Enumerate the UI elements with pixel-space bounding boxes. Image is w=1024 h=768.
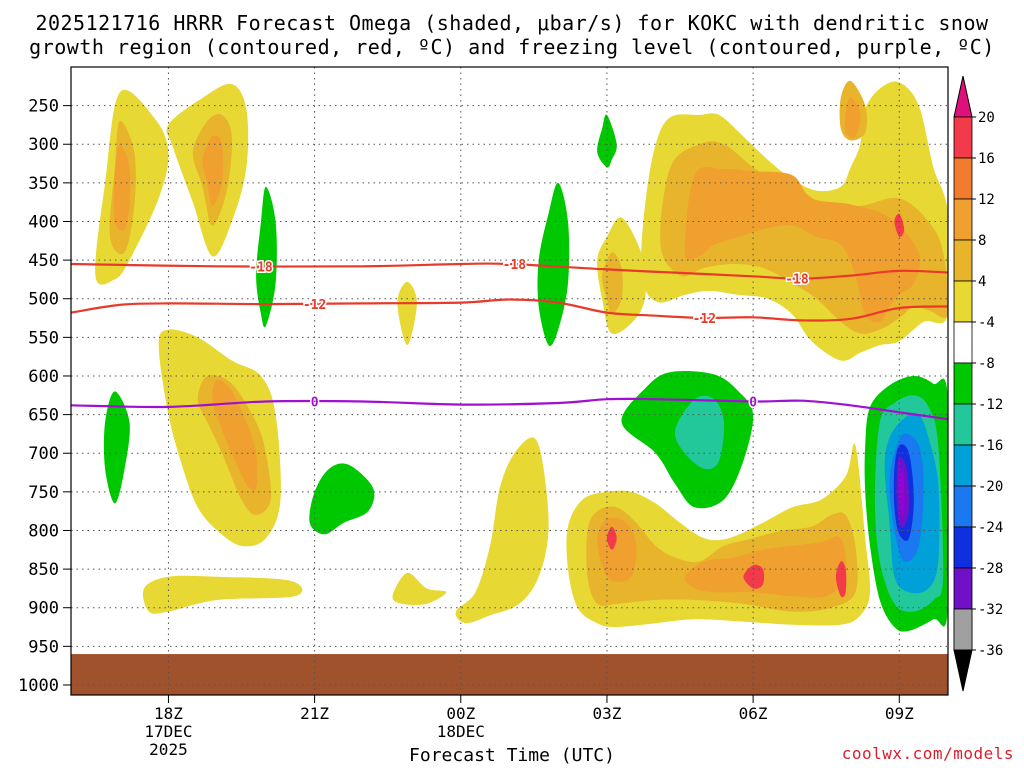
y-tick-label-350: 350 <box>28 174 59 194</box>
x-tick-date-00Z: 18DEC <box>437 722 485 741</box>
y-tick-label-500: 500 <box>28 290 59 310</box>
colorbar-label-8: -16 <box>978 438 1003 454</box>
omega-area-32 <box>606 526 617 550</box>
grid-lines <box>71 67 948 695</box>
colorbar-label-12: -32 <box>978 602 1003 618</box>
colorbar-label-11: -28 <box>978 561 1003 577</box>
chart-title-line-2: growth region (contoured, red, ºC) and f… <box>29 35 995 59</box>
colorbar-bin-4 <box>953 280 973 323</box>
omega-area-31 <box>684 536 847 598</box>
colorbar-bin-0 <box>953 116 973 159</box>
y-tick-label-850: 850 <box>28 560 59 580</box>
omega-area-12 <box>309 463 375 535</box>
contour-line-2 <box>70 397 949 421</box>
colorbar-bin-11 <box>953 567 973 610</box>
colorbar-bin-7 <box>953 403 973 446</box>
colorbar-label-9: -20 <box>978 479 1003 495</box>
omega-area-30 <box>597 517 637 582</box>
contour-label-2-0: 0 <box>311 395 319 410</box>
y-tick-label-600: 600 <box>28 367 59 387</box>
contour-layer: -18 -18 -18 -12 -12 0 0 <box>70 257 949 421</box>
x-tick-date-18Z: 17DEC <box>144 722 192 741</box>
omega-area-15 <box>455 437 549 624</box>
y-tick-label-950: 950 <box>28 637 59 657</box>
colorbar-bin-last <box>953 608 973 651</box>
omega-area-11 <box>103 391 130 504</box>
colorbar-label-7: -12 <box>978 397 1003 413</box>
x-tick-label-09Z: 09Z <box>885 704 914 723</box>
site-credit: coolwx.com/models <box>841 744 1014 763</box>
colorbar-label-3: 8 <box>978 233 986 249</box>
ground-terrain <box>71 654 948 695</box>
omega-area-22 <box>684 167 921 323</box>
colorbar-label-4: 4 <box>978 274 986 290</box>
colorbar-bin-2 <box>953 198 973 241</box>
plot-fill-layer <box>71 80 948 695</box>
omega-area-14 <box>392 572 447 606</box>
y-tick-label-450: 450 <box>28 251 59 271</box>
colorbar-bin-8 <box>953 444 973 487</box>
plot-frame <box>70 66 949 696</box>
x-tick-label-06Z: 06Z <box>739 704 768 723</box>
colorbar-bin-1 <box>953 157 973 200</box>
contour-line-0 <box>70 262 949 280</box>
omega-area-41 <box>899 468 905 518</box>
x-tick-year-18Z: 2025 <box>149 740 188 759</box>
colorbar-label-10: -24 <box>978 520 1003 536</box>
y-tick-label-800: 800 <box>28 521 59 541</box>
contour-label-1-0: -12 <box>303 298 326 313</box>
colorbar-label-0: 20 <box>978 110 995 126</box>
omega-area-13 <box>397 281 417 346</box>
omega-area-2 <box>113 144 131 231</box>
omega-area-25 <box>894 213 905 238</box>
contour-label-0-1: -18 <box>503 258 527 273</box>
omega-area-16 <box>537 182 570 346</box>
y-tick-label-300: 300 <box>28 135 59 155</box>
omega-area-17 <box>597 114 617 168</box>
contour-label-0-0: -18 <box>249 260 273 275</box>
colorbar-label-1: 16 <box>978 151 995 167</box>
x-tick-label-03Z: 03Z <box>592 704 621 723</box>
omega-area-9 <box>212 379 258 491</box>
colorbar-label-6: -8 <box>978 356 995 372</box>
colorbar-top-arrow <box>953 75 973 118</box>
colorbar-bottom-arrow <box>953 649 973 692</box>
colorbar-label-5: -4 <box>978 315 995 331</box>
colorbar-bin-5 <box>953 321 973 364</box>
y-tick-label-750: 750 <box>28 483 59 503</box>
colorbar-bin-3 <box>953 239 973 282</box>
omega-area-33 <box>743 564 765 589</box>
omega-area-5 <box>202 135 224 206</box>
colorbar-bin-9 <box>953 485 973 528</box>
contour-label-0-2: -18 <box>785 272 809 287</box>
y-tick-label-900: 900 <box>28 599 59 619</box>
omega-area-10 <box>142 575 303 614</box>
colorbar-label-2: 12 <box>978 192 995 208</box>
colorbar-label-13: -36 <box>978 643 1003 659</box>
x-axis-title: Forecast Time (UTC) <box>409 745 615 766</box>
y-tick-label-1000: 1000 <box>18 676 59 696</box>
y-tick-label-650: 650 <box>28 406 59 426</box>
x-tick-label-18Z: 18Z <box>154 704 183 723</box>
contour-label-1-1: -12 <box>693 312 716 327</box>
colorbar: 20 16 12 8 4 -4 -8 -12 -16 -20 -24 -28 -32 -36 <box>953 75 1003 692</box>
omega-area-6 <box>256 186 277 328</box>
x-tick-label-00Z: 00Z <box>446 704 475 723</box>
x-tick-label-21Z: 21Z <box>300 704 329 723</box>
y-tick-label-250: 250 <box>28 97 59 117</box>
omega-shading <box>95 80 948 632</box>
chart-title-line-1: 2025121716 HRRR Forecast Omega (shaded, … <box>35 11 989 35</box>
contour-line-1 <box>70 298 949 322</box>
colorbar-bin-10 <box>953 526 973 569</box>
omega-area-24 <box>844 97 861 138</box>
y-tick-label-700: 700 <box>28 444 59 464</box>
y-axis: 250 300 350 400 450 500 550 600 650 700 750 800 850 9… <box>18 97 71 696</box>
y-tick-label-400: 400 <box>28 212 59 232</box>
omega-area-34 <box>835 561 847 598</box>
colorbar-bin-6 <box>953 362 973 405</box>
y-tick-label-550: 550 <box>28 328 59 348</box>
contour-label-2-1: 0 <box>749 395 757 410</box>
